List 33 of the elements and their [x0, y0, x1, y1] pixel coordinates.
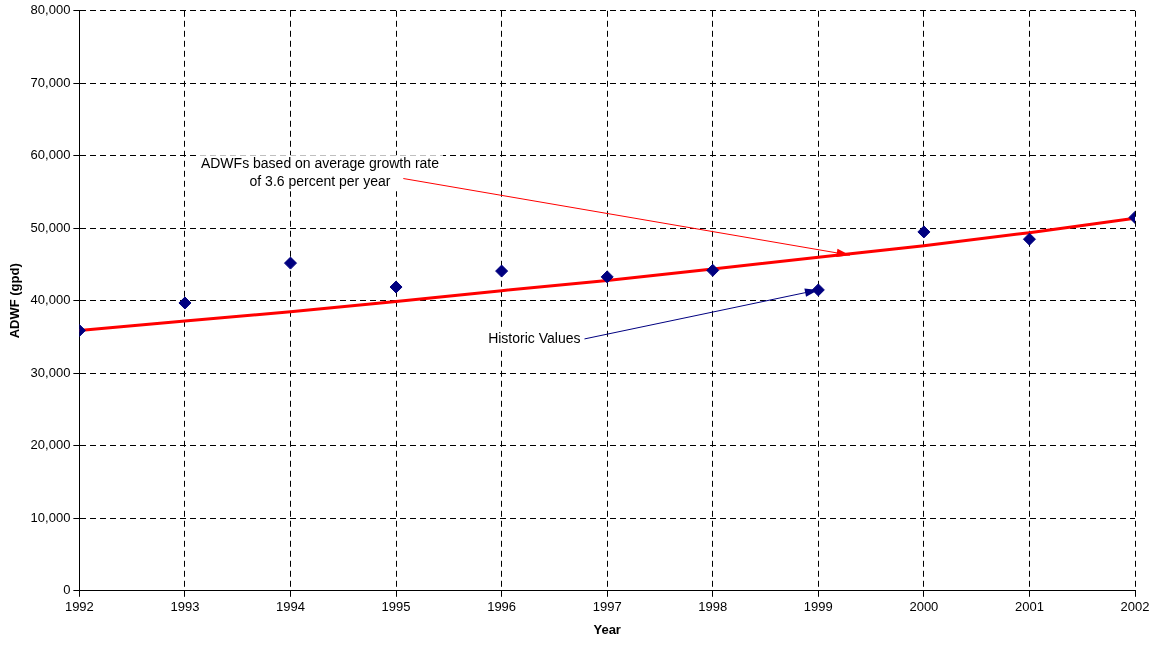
point	[389, 280, 403, 294]
x-tick-label: 2000	[909, 599, 939, 615]
x-tick-label: 1994	[276, 599, 305, 615]
point	[1022, 232, 1036, 246]
x-tick-label: 1998	[698, 599, 728, 615]
y-tick-label: 70,000	[30, 74, 71, 90]
y-tick-label: 20,000	[30, 437, 71, 453]
x-tick-label: 1996	[487, 599, 517, 615]
point	[495, 264, 509, 278]
y-tick-label: 80,000	[30, 2, 71, 18]
point	[706, 263, 720, 277]
y-axis-title: ADWF (gpd)	[7, 263, 23, 339]
x-tick-label: 1999	[803, 599, 833, 615]
y-tick-label: 10,000	[30, 509, 71, 525]
point	[600, 270, 614, 284]
y-tick-label: 60,000	[30, 147, 71, 163]
x-tick-label: 2001	[1014, 599, 1044, 615]
point	[178, 296, 192, 310]
annotation: Historic Values	[488, 329, 581, 346]
point	[283, 256, 297, 270]
x-tick-label: 1995	[381, 599, 411, 615]
x-axis-title: Year	[593, 621, 621, 637]
y-tick-label: 50,000	[30, 219, 71, 235]
annotation: ADWFs based on average growth rate of 3.6 percent per year	[200, 154, 440, 189]
y-tick-label: 0	[63, 582, 71, 598]
x-tick-label: 2002	[1120, 599, 1150, 615]
point	[811, 283, 825, 297]
y-tick-label: 30,000	[30, 364, 71, 380]
x-tick-label: 1992	[64, 599, 94, 615]
point	[917, 225, 931, 239]
x-tick-label: 1993	[170, 599, 200, 615]
x-tick-label: 1997	[592, 599, 622, 615]
y-tick-label: 40,000	[30, 292, 71, 308]
